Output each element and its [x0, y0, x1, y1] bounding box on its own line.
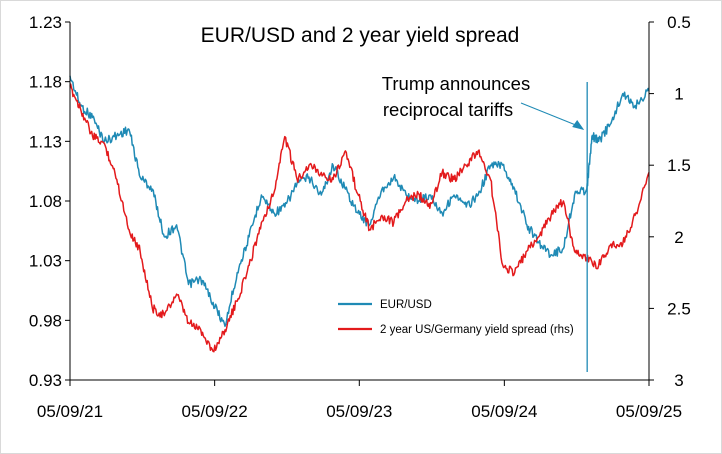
legend-label-spread: 2 year US/Germany yield spread (rhs)	[380, 324, 574, 336]
x-tick-label: 05/09/25	[616, 402, 682, 421]
left-tick-label: 1.08	[29, 192, 62, 211]
x-tick-label: 05/09/24	[471, 402, 537, 421]
annotation-arrowhead	[572, 120, 585, 130]
x-tick-label: 05/09/22	[182, 402, 248, 421]
axes-layer: 1.23 1.18 1.13 1.08 1.03 0.98 0.93 0.5 1 1.5 2 2.5 3…	[29, 13, 691, 421]
right-tick-label: 1.5	[667, 156, 691, 175]
right-tick-label: 2	[674, 228, 683, 247]
series-line-spread	[69, 83, 650, 353]
chart-title: EUR/USD and 2 year yield spread	[201, 24, 520, 47]
left-tick-label: 1.18	[29, 73, 62, 92]
legend-label-eurusd: EUR/USD	[380, 299, 432, 311]
left-tick-label: 1.13	[29, 132, 62, 151]
right-tick-label: 1	[674, 85, 683, 104]
legend: EUR/USD 2 year US/Germany yield spread (…	[338, 299, 574, 336]
right-tick-label: 2.5	[667, 299, 691, 318]
x-tick-label: 05/09/23	[326, 402, 392, 421]
left-tick-label: 1.03	[29, 252, 62, 271]
right-tick-label: 0.5	[667, 13, 691, 32]
left-tick-label: 0.93	[29, 371, 62, 390]
left-tick-label: 0.98	[29, 311, 62, 330]
series-layer	[69, 75, 650, 353]
left-tick-label: 1.23	[29, 13, 62, 32]
series-line-eurusd	[69, 75, 650, 328]
right-tick-label: 3	[674, 371, 683, 390]
annotation-pointer-line	[520, 102, 579, 127]
annotation-line-2: reciprocal tariffs	[383, 99, 513, 120]
annotation-line-1: Trump announces	[382, 73, 530, 94]
x-tick-label: 05/09/21	[37, 402, 103, 421]
event-layer	[520, 82, 588, 372]
